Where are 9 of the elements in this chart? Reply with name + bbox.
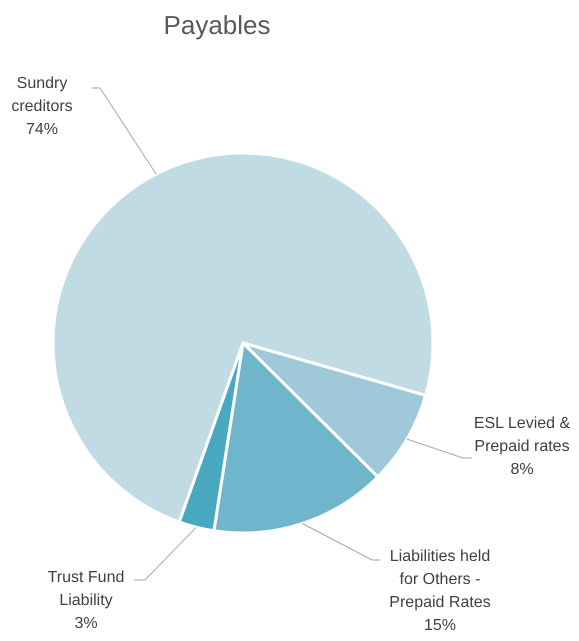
data-label: 74% [26,121,58,138]
data-label: 8% [510,461,534,478]
slice-label: Liabilities held for Others - Prepaid Rates [389,548,491,611]
slice-label: ESL Levied & Prepaid rates [474,415,571,455]
data-label: 15% [424,617,456,634]
data-label: 3% [74,615,98,632]
slice-label: Sundry creditors [11,75,73,115]
slice-label: Trust Fund Liability [48,569,124,609]
chart-title: Payables [164,10,270,40]
